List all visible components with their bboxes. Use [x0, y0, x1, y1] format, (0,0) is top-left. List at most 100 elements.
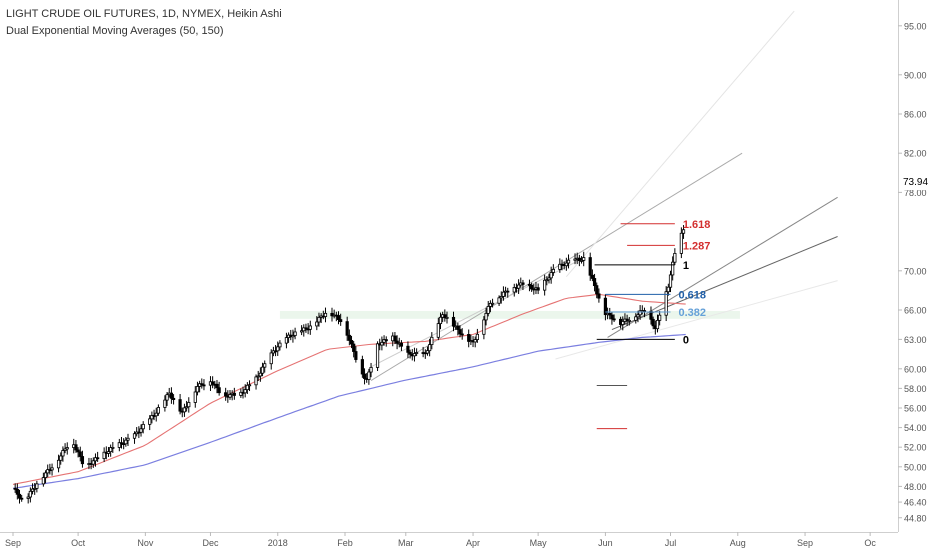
candle-body [362, 373, 367, 379]
candle-body [28, 490, 32, 498]
candle-body [349, 340, 354, 345]
candle-body [202, 384, 206, 387]
price-tick-label: 86.00 [904, 110, 927, 120]
time-tick-label: Apr [466, 538, 480, 548]
candle-body [276, 346, 280, 352]
time-tick-label: Feb [337, 538, 353, 548]
candle-body [178, 399, 182, 412]
candle-body [239, 391, 243, 396]
candle-body [579, 259, 584, 262]
candle-body [169, 392, 174, 399]
candle-body [603, 297, 608, 316]
candle-body [91, 460, 95, 465]
chart-legend: LIGHT CRUDE OIL FUTURES, 1D, NYMEX, Heik… [6, 6, 282, 40]
trendline-4 [565, 10, 795, 278]
candle-body [445, 316, 449, 319]
candle-body [428, 344, 432, 352]
candle-body [577, 257, 581, 262]
candle-body [269, 352, 273, 365]
candle-body [228, 394, 232, 398]
candle-body [612, 318, 616, 321]
candle-body [671, 261, 675, 276]
candle-body [582, 257, 586, 261]
candle-body [642, 310, 647, 312]
candle-body [154, 412, 158, 417]
candle-body [148, 418, 152, 425]
candle-body [59, 455, 63, 461]
price-tick-label: 66.00 [904, 306, 927, 316]
candle-body [56, 459, 61, 469]
price-tick-label: 58.00 [904, 384, 927, 394]
candle-body [339, 319, 343, 323]
time-tick-label: Sep [5, 538, 21, 548]
candle-body [499, 296, 503, 299]
candle-body [608, 312, 612, 316]
candle-body [521, 282, 525, 285]
candle-body [304, 327, 308, 330]
candle-body [247, 384, 252, 387]
candle-body [217, 387, 221, 394]
candle-body [360, 359, 364, 375]
candle-body [573, 258, 577, 261]
candle-body [141, 423, 145, 430]
candle-body [536, 287, 540, 291]
price-tick-label: 63.00 [904, 335, 927, 345]
candle-body [109, 447, 113, 453]
candle-body [475, 333, 479, 340]
candle-body [347, 334, 351, 341]
candle-body [211, 381, 215, 385]
candle-body [278, 342, 282, 348]
fib-level-label: 0.618 [679, 289, 707, 301]
candle-body [352, 343, 356, 352]
candle-body [46, 469, 50, 474]
candle-body [330, 312, 334, 317]
candle-body [33, 487, 37, 490]
candle-body [245, 384, 249, 391]
candle-body [512, 287, 516, 293]
candle-body [380, 341, 384, 346]
price-axis-panel [898, 0, 932, 550]
candle-body [50, 467, 54, 471]
trendline-1 [607, 196, 838, 338]
candle-body [117, 442, 121, 448]
time-tick-label: Mar [398, 538, 414, 548]
candle-body [621, 321, 625, 325]
candle-body [317, 316, 321, 323]
candle-body [150, 415, 154, 420]
candle-body [406, 345, 410, 353]
chart-title: LIGHT CRUDE OIL FUTURES, 1D, NYMEX, Heik… [6, 8, 282, 20]
candle-body [336, 315, 341, 320]
candle-body [193, 391, 197, 403]
time-tick-label: Nov [137, 538, 154, 548]
price-tick-label: 44.80 [904, 513, 927, 523]
candle-body [273, 350, 278, 353]
last-price-badge: 73.94 [899, 175, 932, 190]
candle-body [163, 399, 167, 408]
candle-body [501, 291, 506, 297]
candle-body [254, 376, 258, 386]
price-tick-label: 95.00 [904, 21, 927, 31]
candle-body [354, 351, 358, 360]
candle-body [74, 444, 78, 451]
candle-body [517, 284, 521, 289]
candle-body [195, 386, 200, 393]
candle-body [13, 487, 17, 490]
candle-body [408, 351, 412, 355]
price-tick-label: 56.00 [904, 404, 927, 414]
candle-body [124, 439, 128, 445]
candle-body [625, 318, 629, 321]
time-tick-label: Sep [797, 538, 813, 548]
price-tick-label: 90.00 [904, 70, 927, 80]
candle-body [139, 428, 143, 433]
candle-body [486, 305, 490, 314]
candle-body [558, 263, 562, 270]
candle-body [367, 371, 371, 380]
candle-body [17, 493, 22, 499]
candle-body [102, 451, 106, 459]
candle-body [345, 321, 349, 336]
candle-body [425, 350, 430, 354]
price-tick-label: 48.00 [904, 482, 927, 492]
candle-body [315, 321, 319, 327]
